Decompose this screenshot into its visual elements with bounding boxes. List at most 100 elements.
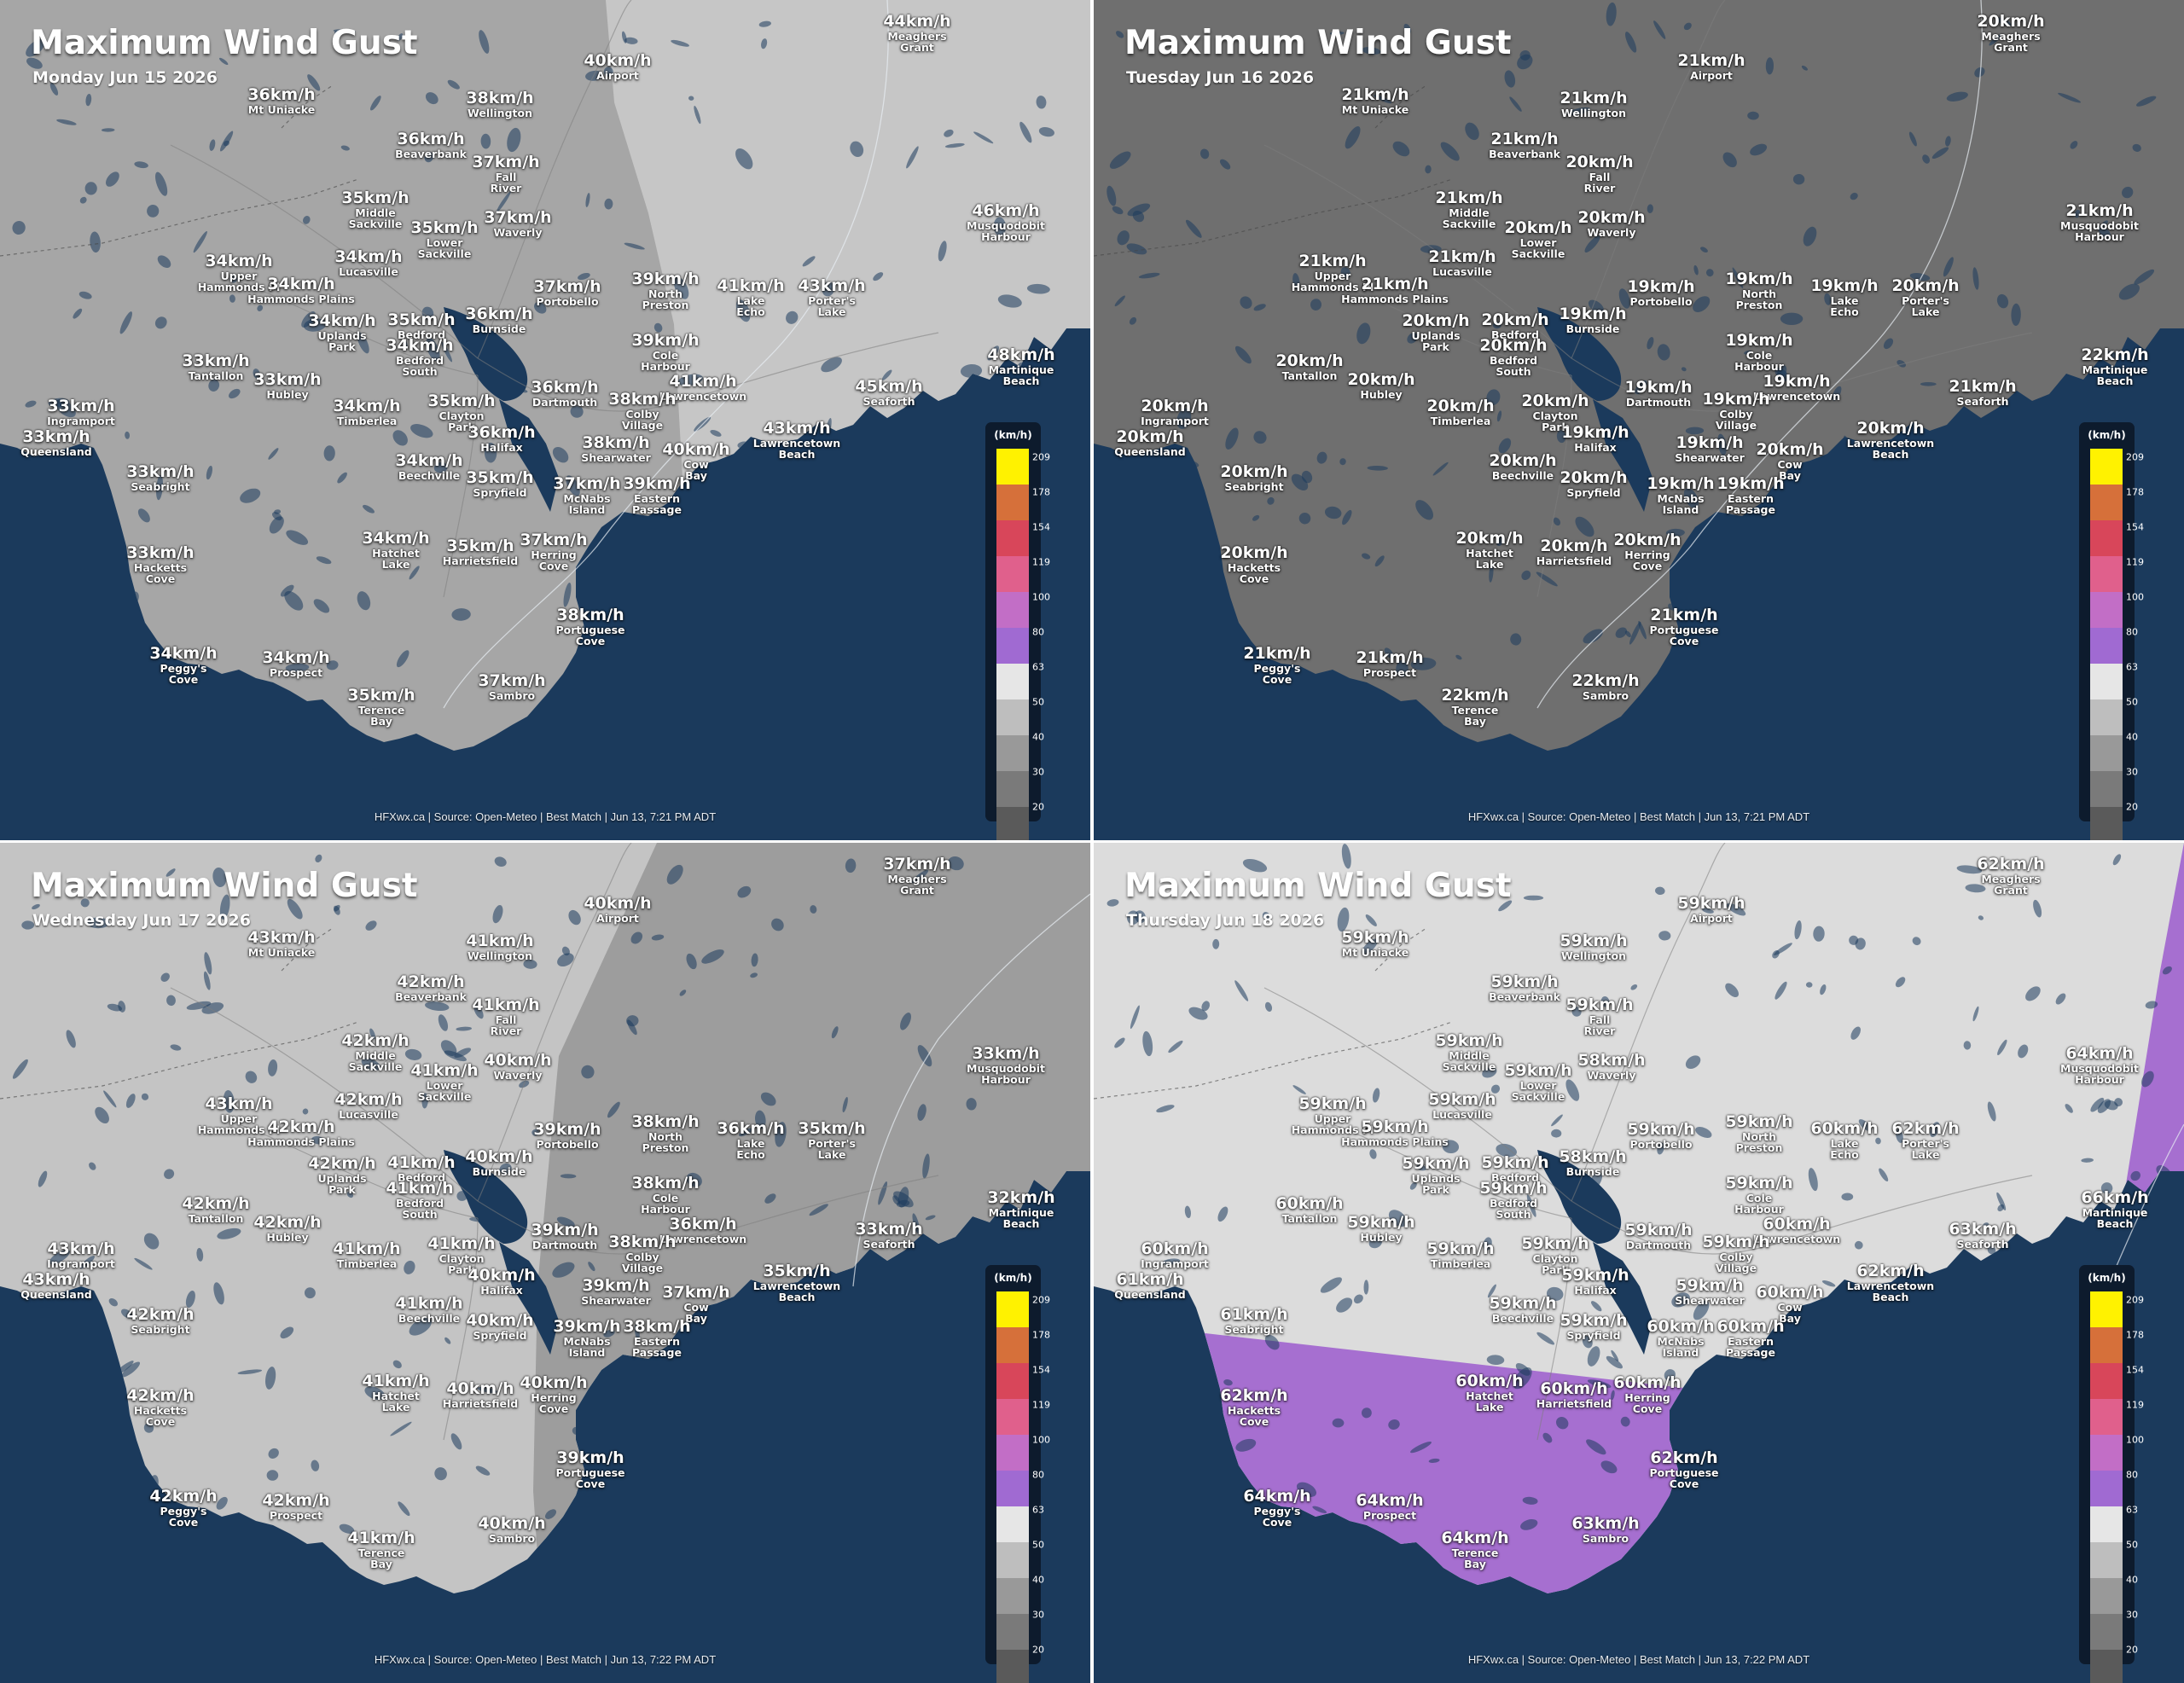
gust-value: 41km/h (410, 1061, 479, 1080)
place-label: 35km/h Lower Sackville (410, 219, 478, 259)
bedford-basin (1537, 1150, 1622, 1244)
place-label: 41km/h Beechville (395, 1295, 462, 1324)
place-label: 59km/h Cole Harbour (1725, 1175, 1792, 1215)
place-label: 60km/h Hatchet Lake (1455, 1373, 1523, 1413)
gust-value: 21km/h (1677, 51, 1745, 70)
gust-value: 20km/h (1220, 462, 1288, 481)
legend-tick: 119 (1032, 556, 1050, 568)
place-name: Beach (2096, 374, 2134, 388)
legend-tick: 119 (2126, 1399, 2144, 1411)
place-name: Dartmouth (531, 1238, 598, 1251)
legend-swatch (996, 520, 1029, 556)
place-label: 60km/h Lawrencetown (1753, 1216, 1840, 1245)
place-label: 20km/h Timberlea (1426, 398, 1494, 427)
legend-swatch (2090, 556, 2123, 592)
legend-tick: 30 (1032, 1609, 1044, 1621)
gust-value: 36km/h (247, 85, 316, 104)
gust-value: 59km/h (1504, 1061, 1572, 1080)
place-name: Mt Uniacke (1341, 102, 1409, 116)
gust-value: 60km/h (1540, 1379, 1608, 1398)
gust-value: 41km/h (386, 1179, 454, 1198)
place-name: Cove (1669, 635, 1699, 648)
place-name: Harrietsfield (1536, 1396, 1612, 1410)
place-name: Hammonds Pl (197, 281, 281, 294)
legend-tick: 30 (2126, 766, 2138, 778)
place-label: 38km/h Shearwater (581, 434, 651, 463)
legend-tick: 100 (2126, 1434, 2144, 1446)
place-label: 64km/h Terence Bay (1441, 1529, 1509, 1570)
legend-swatch (996, 1578, 1029, 1614)
legend-swatch (2090, 485, 2123, 520)
gust-value: 22km/h (1571, 671, 1640, 690)
place-name: Upper (220, 1111, 258, 1125)
place-name: Bay (685, 1312, 707, 1326)
legend-swatch (996, 1363, 1029, 1399)
gust-value: 61km/h (1116, 1270, 1184, 1289)
place-name: Sackville (348, 218, 403, 231)
place-label: 21km/h Beaverbank (1489, 131, 1560, 160)
place-name: Bedford (397, 1170, 446, 1184)
gust-value: 38km/h (623, 1317, 691, 1336)
place-name: Wellington (1561, 949, 1626, 962)
gust-value: 59km/h (1521, 1234, 1589, 1253)
legend-tick: 50 (2126, 1539, 2138, 1551)
place-label: 35km/h Clayton Park (427, 392, 495, 432)
place-label: 42km/h Prospect (262, 1492, 329, 1521)
place-name: Cove (168, 1516, 199, 1529)
place-name: Beach (2096, 1217, 2134, 1231)
bedford-basin (1537, 307, 1622, 401)
place-label: 34km/h Bedford South (386, 337, 453, 377)
place-name: Cole (1745, 1191, 1773, 1204)
place-name: River (490, 182, 522, 195)
legend-tick: 63 (2126, 661, 2138, 673)
place-name: Porter's (1902, 293, 1949, 307)
legend-tick: 119 (1032, 1399, 1050, 1411)
gust-value: 40km/h (465, 1147, 533, 1166)
gust-value: 43km/h (798, 276, 866, 295)
gust-value: 64km/h (1441, 1529, 1509, 1547)
place-label: 40km/h Harrietsfield (443, 1380, 518, 1409)
place-label: 38km/h Portuguese Cove (555, 606, 624, 647)
place-name: Sackville (348, 1060, 403, 1074)
place-label: 33km/h Seaforth (855, 1221, 922, 1250)
gust-value: 59km/h (1677, 894, 1745, 913)
place-name: Preston (642, 1141, 689, 1155)
gust-value: 62km/h (1220, 1386, 1288, 1405)
legend-swatch (996, 1399, 1029, 1435)
place-name: Harrietsfield (1536, 554, 1612, 567)
place-name: Hammonds Pl (197, 1123, 281, 1137)
place-label: 19km/h Dartmouth (1624, 379, 1692, 408)
place-label: 39km/h Eastern Passage (623, 475, 690, 515)
legend-tick: 50 (1032, 1539, 1044, 1551)
place-name: Lake (1475, 558, 1504, 572)
legend-tick: 154 (2126, 521, 2144, 533)
place-name: Cove (145, 572, 176, 586)
place-name: Cove (1239, 572, 1269, 586)
place-label: 20km/h Hatchet Lake (1455, 530, 1523, 572)
place-name: Bay (1779, 1312, 1801, 1326)
gust-value: 20km/h (1141, 397, 1209, 415)
legend-tick: 40 (1032, 1574, 1044, 1586)
place-name: Lake (1830, 1136, 1859, 1150)
place-name: Hatchet (1466, 546, 1513, 560)
gust-value: 42km/h (253, 1213, 322, 1232)
place-name: Grant (900, 884, 934, 897)
place-name: Fall (495, 1013, 517, 1026)
place-label: 33km/h Queensland (20, 428, 91, 457)
legend-swatch (996, 556, 1029, 592)
legend-tick: 100 (1032, 1434, 1050, 1446)
gust-value: 34km/h (205, 252, 273, 270)
legend-swatch (2090, 1327, 2123, 1363)
place-name: Porter's (1902, 1136, 1949, 1150)
place-name: Meaghers (1981, 29, 2041, 43)
gust-value: 40km/h (584, 894, 652, 913)
place-label: 35km/h Terence Bay (347, 687, 415, 727)
place-label: 59km/h Uplands Park (1402, 1155, 1469, 1195)
place-label: 58km/h Burnside (1559, 1148, 1626, 1177)
place-name: Park (328, 1183, 356, 1197)
place-label: 59km/h Timberlea (1426, 1240, 1494, 1269)
gust-value: 39km/h (582, 1276, 650, 1295)
gust-value: 39km/h (631, 270, 700, 288)
gust-value: 38km/h (631, 1112, 700, 1131)
gust-value: 59km/h (1481, 1153, 1549, 1172)
